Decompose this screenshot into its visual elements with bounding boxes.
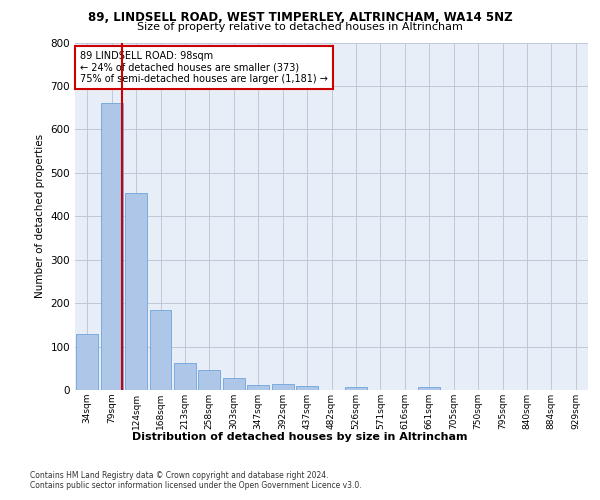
Bar: [247, 385, 269, 390]
Text: Size of property relative to detached houses in Altrincham: Size of property relative to detached ho…: [137, 22, 463, 32]
Bar: [174, 363, 196, 390]
Y-axis label: Number of detached properties: Number of detached properties: [35, 134, 45, 298]
Bar: [272, 384, 293, 390]
Bar: [125, 193, 147, 390]
Bar: [345, 388, 367, 390]
Text: Contains public sector information licensed under the Open Government Licence v3: Contains public sector information licen…: [30, 481, 362, 490]
Bar: [199, 370, 220, 390]
Bar: [418, 386, 440, 390]
Text: Contains HM Land Registry data © Crown copyright and database right 2024.: Contains HM Land Registry data © Crown c…: [30, 471, 329, 480]
Bar: [101, 104, 122, 390]
Bar: [223, 378, 245, 390]
Bar: [149, 310, 172, 390]
Text: 89 LINDSELL ROAD: 98sqm
← 24% of detached houses are smaller (373)
75% of semi-d: 89 LINDSELL ROAD: 98sqm ← 24% of detache…: [80, 51, 328, 84]
Text: Distribution of detached houses by size in Altrincham: Distribution of detached houses by size …: [132, 432, 468, 442]
Text: 89, LINDSELL ROAD, WEST TIMPERLEY, ALTRINCHAM, WA14 5NZ: 89, LINDSELL ROAD, WEST TIMPERLEY, ALTRI…: [88, 11, 512, 24]
Bar: [76, 334, 98, 390]
Bar: [296, 386, 318, 390]
